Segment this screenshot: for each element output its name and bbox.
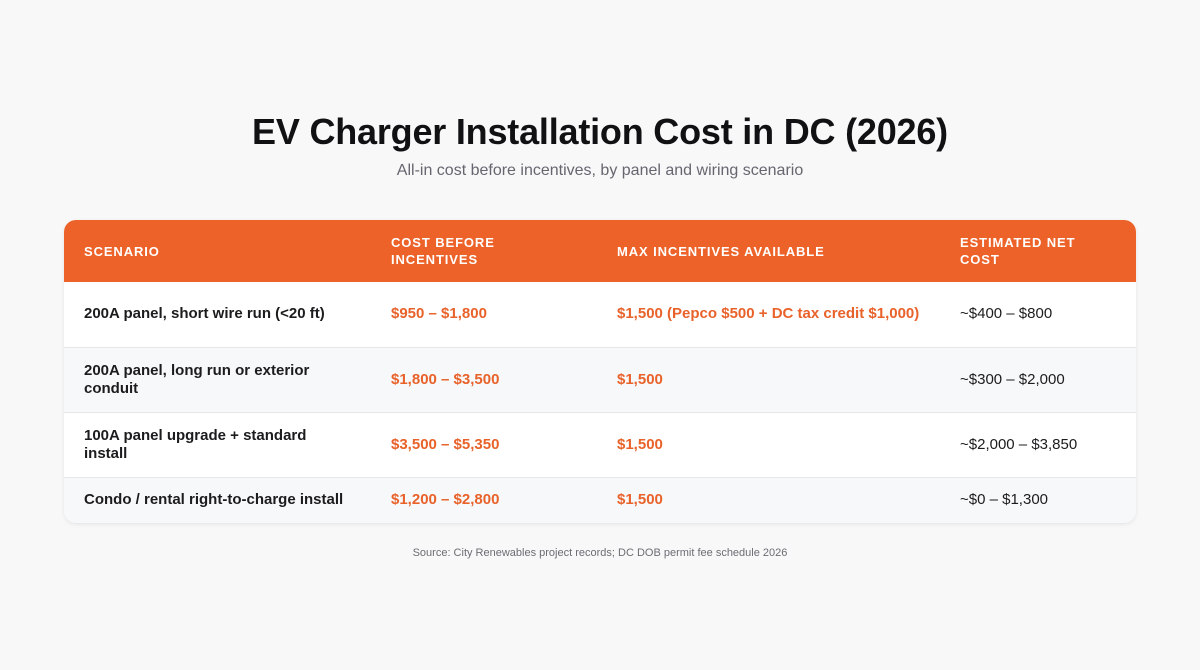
incentives-cell: $1,500 [617,435,663,453]
scenario-cell: 100A panel upgrade + standard install [84,426,307,462]
table-row: 200A panel, long run or exterior conduit… [64,347,1136,412]
column-header-incentives: Max Incentives Available [617,243,825,259]
source-note: Source: City Renewables project records;… [412,547,788,559]
page-subtitle: All-in cost before incentives, by panel … [396,162,804,179]
column-header-net-cost: Estimated Net Cost [960,235,1076,267]
net-cost-cell: ~$300 – $2,000 [960,370,1065,388]
net-cost-cell: ~$400 – $800 [960,305,1053,323]
cost-table-card: Scenario Cost Before Incentives Max Ince… [64,220,1136,523]
incentives-cell: $1,500 (Pepco $500 + DC tax credit $1,00… [617,305,920,323]
page-title: EV Charger Installation Cost in DC (2026… [252,111,948,152]
incentives-cell: $1,500 [617,370,663,388]
scenario-cell: Condo / rental right-to-charge install [84,491,344,509]
cost-cell: $1,800 – $3,500 [391,370,500,388]
table-row: 100A panel upgrade + standard install $3… [64,412,1136,477]
table-header-row: Scenario Cost Before Incentives Max Ince… [64,220,1136,282]
column-header-cost: Cost Before Incentives [391,235,495,267]
scenario-cell: 200A panel, short wire run (<20 ft) [84,305,325,323]
table-row: Condo / rental right-to-charge install $… [64,477,1136,523]
net-cost-cell: ~$0 – $1,300 [960,491,1049,509]
scenario-cell: 200A panel, long run or exterior conduit [84,361,310,397]
incentives-cell: $1,500 [617,491,663,509]
cost-cell: $950 – $1,800 [391,305,487,323]
cost-table: Scenario Cost Before Incentives Max Ince… [64,220,1136,523]
net-cost-cell: ~$2,000 – $3,850 [960,435,1078,453]
cost-cell: $1,200 – $2,800 [391,491,500,509]
table-row: 200A panel, short wire run (<20 ft) $950… [64,282,1136,347]
cost-cell: $3,500 – $5,350 [391,435,500,453]
column-header-scenario: Scenario [84,243,160,259]
